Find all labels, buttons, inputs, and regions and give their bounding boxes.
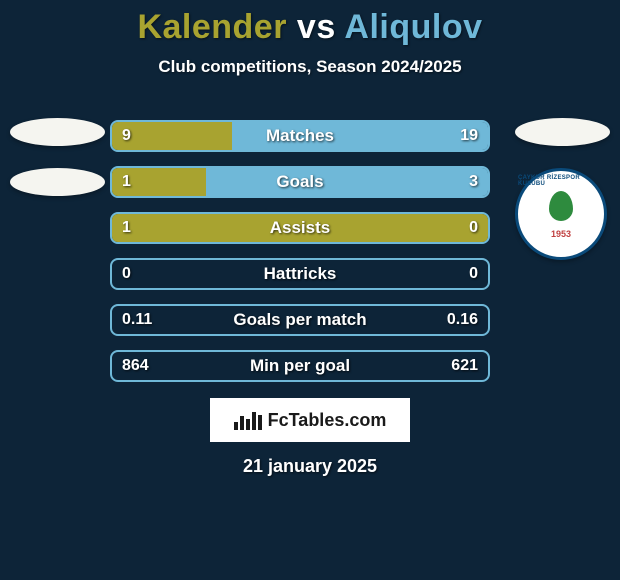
right-badges: ÇAYKUR RİZESPOR KULÜBÜ 1953 <box>515 118 610 260</box>
left-club-placeholder-2 <box>10 168 105 196</box>
subtitle: Club competitions, Season 2024/2025 <box>0 57 620 77</box>
fctables-text: FcTables.com <box>268 410 387 431</box>
stat-row: 13Goals <box>110 166 490 198</box>
badge-arc-text: ÇAYKUR RİZESPOR KULÜBÜ <box>518 175 604 187</box>
stat-label: Hattricks <box>112 260 488 288</box>
stat-bars: 919Matches 13Goals 10Assists 00Hattricks 0.1… <box>110 120 490 396</box>
stat-label: Goals per match <box>112 306 488 334</box>
left-club-placeholder-1 <box>10 118 105 146</box>
fctables-watermark: FcTables.com <box>210 398 410 442</box>
stat-label: Goals <box>112 168 488 196</box>
stat-row: 00Hattricks <box>110 258 490 290</box>
left-badges <box>10 118 105 218</box>
stat-label: Min per goal <box>112 352 488 380</box>
title-player2: Aliqulov <box>344 8 482 46</box>
stat-row: 0.110.16Goals per match <box>110 304 490 336</box>
title-player1: Kalender <box>137 8 287 46</box>
stat-label: Assists <box>112 214 488 242</box>
stat-row: 919Matches <box>110 120 490 152</box>
comparison-infographic: Kalender vs Aliqulov Club competitions, … <box>0 0 620 580</box>
right-club-placeholder-1 <box>515 118 610 146</box>
stat-row: 10Assists <box>110 212 490 244</box>
leaf-icon <box>545 189 577 227</box>
bars-icon <box>234 410 262 430</box>
page-title: Kalender vs Aliqulov <box>0 8 620 47</box>
stat-label: Matches <box>112 122 488 150</box>
date-text: 21 january 2025 <box>0 456 620 477</box>
title-vs: vs <box>297 8 336 46</box>
rizespor-badge: ÇAYKUR RİZESPOR KULÜBÜ 1953 <box>515 168 607 260</box>
badge-year: 1953 <box>551 229 571 239</box>
stat-row: 864621Min per goal <box>110 350 490 382</box>
